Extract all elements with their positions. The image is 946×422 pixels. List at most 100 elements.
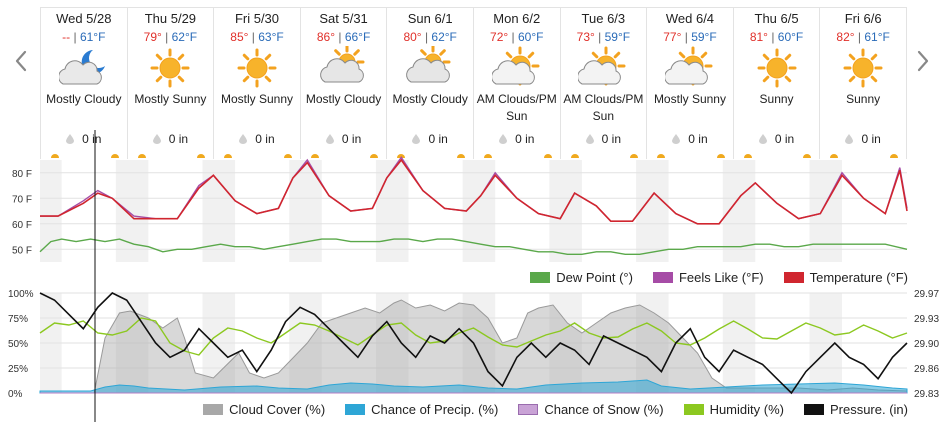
y-tick-label: 80 F	[12, 169, 32, 180]
day-low: 59°F	[691, 30, 717, 44]
sunny-icon	[150, 48, 190, 88]
day-condition: Mostly Cloudy	[46, 92, 122, 106]
legend-dew-point[interactable]: Dew Point (°)	[530, 270, 633, 285]
prev-days-button[interactable]	[10, 44, 32, 78]
series-area-precip	[39, 379, 908, 394]
partly-sunny-icon	[664, 46, 713, 86]
day-column[interactable]: Fri 5/30 85° | 63°F Mostly Sunny 0 in	[213, 7, 300, 159]
day-precip: 0 in	[734, 132, 820, 146]
day-precip: 0 in	[301, 132, 387, 146]
day-high: 82°	[836, 30, 855, 44]
legend-swatch-feels	[652, 272, 673, 283]
chevron-left-icon	[15, 50, 27, 72]
legend-temperature[interactable]: Temperature (°F)	[783, 270, 908, 285]
legend-label: Pressure. (in)	[829, 402, 908, 417]
day-date: Wed 5/28	[56, 11, 112, 26]
y-tick-label: 0%	[8, 389, 23, 400]
legend-cloud-cover[interactable]: Cloud Cover (%)	[203, 402, 325, 417]
legend-swatch-pressure	[803, 404, 824, 415]
raindrop-icon	[845, 134, 854, 144]
legend-snow[interactable]: Chance of Snow (%)	[518, 402, 664, 417]
day-column[interactable]: Tue 6/3 73° | 59°F AM Clouds/PM Sun 0 in	[559, 7, 647, 159]
legend-swatch-cloud	[203, 404, 224, 415]
day-column[interactable]: Wed 6/4 77° | 59°F Mostly Sunny 0 in	[646, 7, 733, 159]
day-column[interactable]: Wed 5/28 -- | 61°F Mostly Cloudy 0 in	[40, 7, 127, 159]
legend-label: Cloud Cover (%)	[229, 402, 326, 417]
sunrise-sunset-markers	[128, 152, 214, 160]
sunrise-sunset-markers	[647, 152, 733, 160]
y-tick-label: 25%	[8, 364, 28, 375]
day-column[interactable]: Sun 6/1 80° | 62°F Mostly Cloudy 0 in	[386, 7, 473, 159]
day-condition: Mostly Sunny	[220, 92, 293, 106]
day-date: Tue 6/3	[581, 11, 626, 26]
legend-swatch-precip	[345, 404, 366, 415]
day-precip: 0 in	[647, 132, 733, 146]
day-high: --	[62, 30, 71, 44]
day-precip-amount: 0 in	[688, 132, 708, 146]
day-precip-amount: 0 in	[255, 132, 275, 146]
night-band	[40, 160, 62, 262]
legend-label: Temperature (°F)	[809, 270, 908, 285]
sunset-icon	[110, 154, 119, 158]
hi-lo-separator: |	[594, 30, 605, 44]
day-precip-amount: 0 in	[168, 132, 189, 146]
day-precip-amount: 0 in	[861, 132, 881, 146]
day-column[interactable]: Thu 5/29 79° | 62°F Mostly Sunny 0 in	[126, 7, 214, 160]
sunrise-icon	[830, 154, 839, 158]
day-condition: Mostly Sunny	[653, 92, 726, 106]
y-tick-label: 70 F	[12, 194, 32, 205]
day-precip-amount: 0 in	[341, 132, 362, 146]
day-hi-lo: -- | 61°F	[41, 30, 127, 44]
raindrop-icon	[239, 134, 248, 144]
hi-lo-separator: |	[421, 30, 432, 44]
sunrise-sunset-markers	[734, 152, 820, 160]
sunset-icon	[456, 154, 465, 158]
day-condition: AM Clouds/PM Sun	[476, 92, 557, 123]
hi-lo-separator: |	[248, 30, 259, 44]
sunrise-sunset-markers	[214, 152, 300, 160]
partly-sunny-icon	[578, 46, 626, 86]
day-date: Thu 6/5	[754, 11, 799, 26]
day-high: 79°	[143, 30, 162, 44]
day-condition: Sunny	[759, 92, 794, 106]
night-band	[462, 160, 496, 262]
day-column[interactable]: Thu 6/5 81° | 60°F Sunny 0 in	[732, 7, 820, 160]
day-condition: Mostly Cloudy	[305, 92, 382, 106]
day-column[interactable]: Mon 6/2 72° | 60°F AM Clouds/PM Sun 0 in	[472, 7, 560, 159]
legend-humidity[interactable]: Humidity (%)	[683, 402, 784, 417]
night-band	[549, 160, 582, 262]
day-column[interactable]: Sat 5/31 86° | 66°F Mostly Cloudy 0 in	[299, 7, 387, 159]
day-low: 59°F	[604, 30, 631, 44]
legend-pressure[interactable]: Pressure. (in)	[803, 402, 908, 417]
partly-sunny-icon	[491, 46, 540, 86]
legend-label: Humidity (%)	[709, 402, 784, 417]
day-high: 80°	[403, 30, 422, 44]
night-band	[809, 160, 842, 262]
day-precip: 0 in	[41, 132, 127, 146]
day-column[interactable]: Fri 6/6 82° | 61°F Sunny 0 in	[819, 7, 907, 159]
legend-label: Dew Point (°)	[556, 270, 633, 285]
sunny-icon	[843, 48, 883, 88]
night-band	[375, 160, 409, 262]
day-precip: 0 in	[128, 132, 214, 146]
hi-lo-separator: |	[161, 30, 172, 44]
day-hi-lo: 85° | 63°F	[214, 30, 300, 44]
legend-feels-like[interactable]: Feels Like (°F)	[652, 270, 764, 285]
sunrise-sunset-markers	[41, 152, 127, 160]
legend-label: Feels Like (°F)	[678, 270, 764, 285]
day-hi-lo: 79° | 62°F	[128, 30, 214, 44]
legend-precip[interactable]: Chance of Precip. (%)	[345, 402, 498, 417]
day-date: Thu 5/29	[144, 11, 197, 26]
day-hi-lo: 73° | 59°F	[561, 30, 647, 44]
y-tick-label: 50%	[8, 339, 28, 350]
hi-lo-separator: |	[767, 30, 778, 44]
day-date: Fri 6/6	[844, 11, 882, 26]
day-date: Sat 5/31	[319, 11, 368, 26]
hi-lo-separator: |	[508, 30, 518, 44]
day-low: 60°F	[518, 30, 544, 44]
day-hi-lo: 72° | 60°F	[474, 30, 560, 44]
hi-lo-separator: |	[854, 30, 865, 44]
day-condition: AM Clouds/PM Sun	[563, 92, 644, 123]
next-days-button[interactable]	[912, 44, 934, 78]
